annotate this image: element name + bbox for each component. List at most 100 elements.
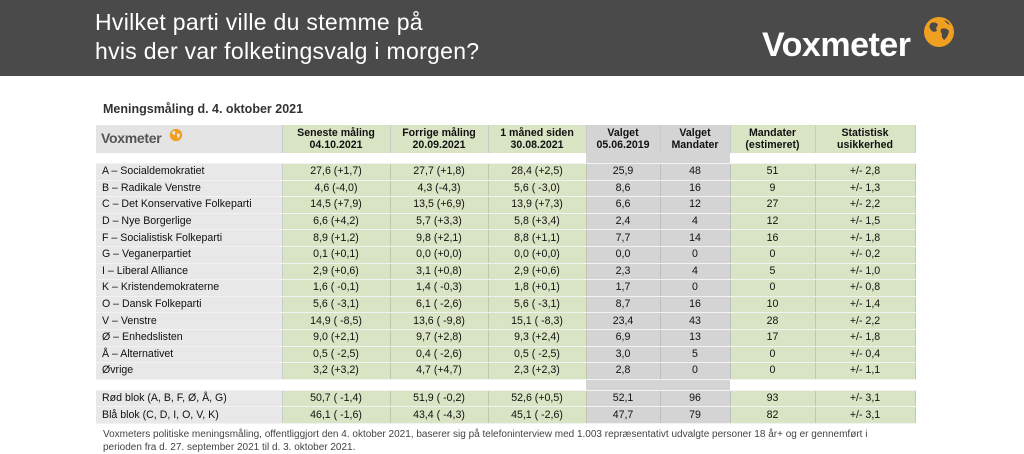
- table-cell: 0,0 (+0,0): [390, 246, 489, 264]
- row-label: O – Dansk Folkeparti: [96, 296, 283, 314]
- table-cell: 8,8 (+1,1): [488, 229, 587, 247]
- table-cell: 2,3: [586, 263, 661, 281]
- table-cell: 9,8 (+2,1): [390, 229, 489, 247]
- row-label: Ø – Enhedslisten: [96, 329, 283, 347]
- table-header-row: Voxmeter Seneste måling 04.10.2021 Forrig…: [96, 125, 916, 153]
- poll-table: Voxmeter Seneste måling 04.10.2021 Forrig…: [96, 125, 916, 424]
- table-cell: +/- 3,1: [815, 390, 916, 408]
- table-cell: 4: [660, 263, 731, 281]
- table-cell: 8,6: [586, 180, 661, 198]
- table-cell: 12: [730, 213, 816, 231]
- table-cell: 17: [730, 329, 816, 347]
- table-cell: 13,6 ( -9,8): [390, 312, 489, 330]
- table-cell: 4,3 (-4,3): [390, 180, 489, 198]
- column-header: Seneste måling 04.10.2021: [282, 125, 391, 153]
- table-cell: 3,0: [586, 346, 661, 364]
- row-label: C – Det Konservative Folkeparti: [96, 196, 283, 214]
- row-label: K – Kristendemokraterne: [96, 279, 283, 297]
- bloc-row: Blå blok (C, D, I, O, V, K) 46,1 ( -1,6) 4…: [96, 406, 916, 424]
- party-row: B – Radikale Venstre 4,6 (-4,0) 4,3 (-4,3)…: [96, 180, 916, 198]
- table-cell: +/- 1,1: [815, 362, 916, 380]
- party-row: Ø – Enhedslisten 9,0 (+2,1) 9,7 (+2,8) 9,3 …: [96, 329, 916, 347]
- brand-wordmark: Voxmeter: [762, 26, 911, 64]
- table-cell: 0: [730, 362, 816, 380]
- table-logo: Voxmeter: [96, 125, 283, 153]
- table-cell: +/- 1,8: [815, 329, 916, 347]
- column-header: Forrige måling 20.09.2021: [390, 125, 489, 153]
- table-cell: 0: [730, 246, 816, 264]
- table-cell: 46,1 ( -1,6): [282, 406, 391, 424]
- table-cell: 5: [730, 263, 816, 281]
- footnote: Voxmeters politiske meningsmåling, offen…: [103, 429, 868, 453]
- table-cell: 51,9 ( -0,2): [390, 390, 489, 408]
- table-cell: 9: [730, 180, 816, 198]
- table-cell: +/- 1,3: [815, 180, 916, 198]
- table-cell: 1,7: [586, 279, 661, 297]
- table-cell: 1,4 ( -0,3): [390, 279, 489, 297]
- table-cell: 5,6 ( -3,1): [282, 296, 391, 314]
- table-cell: 7,7: [586, 229, 661, 247]
- table-cell: 16: [730, 229, 816, 247]
- table-cell: 50,7 ( -1,4): [282, 390, 391, 408]
- globe-icon: [169, 128, 183, 141]
- title-line-2: hvis der var folketingsvalg i morgen?: [95, 38, 480, 64]
- row-label: Øvrige: [96, 362, 283, 380]
- table-cell: +/- 2,8: [815, 163, 916, 181]
- table-cell: 96: [660, 390, 731, 408]
- row-label: A – Socialdemokratiet: [96, 163, 283, 181]
- table-cell: 14: [660, 229, 731, 247]
- poll-subtitle: Meningsmåling d. 4. oktober 2021: [103, 102, 304, 116]
- table-cell: 14,9 ( -8,5): [282, 312, 391, 330]
- page-title: Hvilket parti ville du stemme på hvis de…: [95, 8, 479, 66]
- table-cell: 0: [660, 246, 731, 264]
- table-cell: 0: [660, 279, 731, 297]
- table-cell: 28: [730, 312, 816, 330]
- row-label: F – Socialistisk Folkeparti: [96, 229, 283, 247]
- table-cell: 48: [660, 163, 731, 181]
- party-row: I – Liberal Alliance 2,9 (+0,6) 3,1 (+0,8)…: [96, 263, 916, 281]
- table-cell: 0,5 ( -2,5): [282, 346, 391, 364]
- table-cell: +/- 1,8: [815, 229, 916, 247]
- row-label: V – Venstre: [96, 312, 283, 330]
- row-label: Blå blok (C, D, I, O, V, K): [96, 406, 283, 424]
- table-cell: 9,7 (+2,8): [390, 329, 489, 347]
- header-banner: Hvilket parti ville du stemme på hvis de…: [0, 0, 1024, 76]
- table-cell: 4,6 (-4,0): [282, 180, 391, 198]
- table-cell: 93: [730, 390, 816, 408]
- spacer-row: [96, 153, 915, 164]
- column-header: Statistisk usikkerhed: [815, 125, 916, 153]
- party-row: G – Veganerpartiet 0,1 (+0,1) 0,0 (+0,0) 0,…: [96, 246, 916, 264]
- table-cell: 82: [730, 406, 816, 424]
- row-label: I – Liberal Alliance: [96, 263, 283, 281]
- table-cell: +/- 0,8: [815, 279, 916, 297]
- table-cell: 14,5 (+7,9): [282, 196, 391, 214]
- table-cell: 15,1 ( -8,3): [488, 312, 587, 330]
- table-cell: 5,7 (+3,3): [390, 213, 489, 231]
- party-row: Å – Alternativet 0,5 ( -2,5) 0,4 ( -2,6) 0,…: [96, 346, 916, 364]
- bloc-row: Rød blok (A, B, F, Ø, Å, G) 50,7 ( -1,4) 5…: [96, 390, 916, 408]
- table-cell: 2,3 (+2,3): [488, 362, 587, 380]
- table-cell: 1,6 ( -0,1): [282, 279, 391, 297]
- table-cell: 9,3 (+2,4): [488, 329, 587, 347]
- table-cell: +/- 1,0: [815, 263, 916, 281]
- table-cell: 23,4: [586, 312, 661, 330]
- table-cell: 0,0 (+0,0): [488, 246, 587, 264]
- table-cell: 8,9 (+1,2): [282, 229, 391, 247]
- table-cell: 47,7: [586, 406, 661, 424]
- table-logo-wordmark: Voxmeter: [101, 129, 162, 146]
- table-cell: +/- 1,5: [815, 213, 916, 231]
- table-cell: 10: [730, 296, 816, 314]
- table-cell: 2,4: [586, 213, 661, 231]
- table-cell: 0,0: [586, 246, 661, 264]
- party-row: Øvrige 3,2 (+3,2) 4,7 (+4,7) 2,3 (+2,3) 2,8 0…: [96, 362, 916, 380]
- row-label: Rød blok (A, B, F, Ø, Å, G): [96, 390, 283, 408]
- table-cell: +/- 0,4: [815, 346, 916, 364]
- table-cell: 52,6 (+0,5): [488, 390, 587, 408]
- table-cell: 3,2 (+3,2): [282, 362, 391, 380]
- table-cell: 16: [660, 296, 731, 314]
- party-rows: A – Socialdemokratiet 27,6 (+1,7) 27,7 (+1…: [96, 153, 916, 424]
- table-cell: 25,9: [586, 163, 661, 181]
- table-cell: 27,7 (+1,8): [390, 163, 489, 181]
- table-cell: 2,9 (+0,6): [488, 263, 587, 281]
- table-cell: 6,6 (+4,2): [282, 213, 391, 231]
